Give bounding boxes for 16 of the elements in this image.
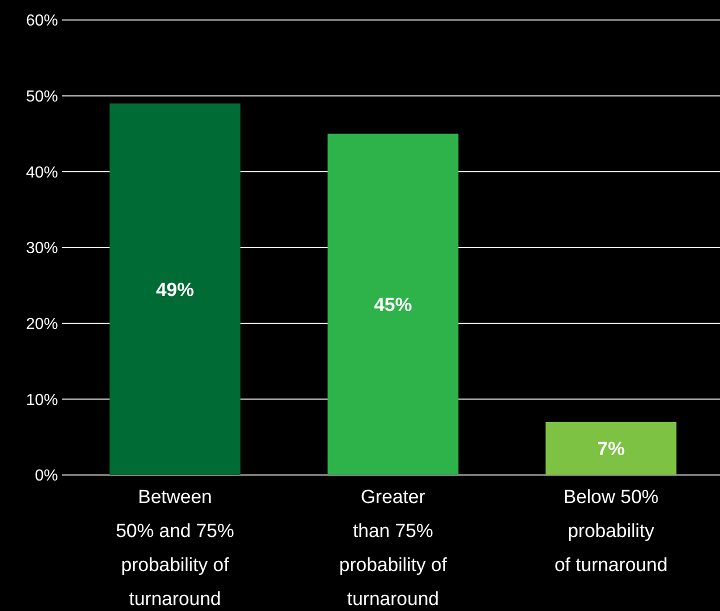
data-label: 49% [156,280,194,301]
y-tick-label: 50% [26,88,58,106]
y-tick-label: 10% [26,392,58,409]
y-tick-label: 40% [26,164,58,182]
x-tick-label: Between 50% and 75% probability of turnaround [116,487,234,610]
x-tick-label: Greater than 75% probability of turnaround [339,487,448,610]
y-tick-label: 0% [34,468,58,485]
data-label: 45% [374,295,412,316]
y-tick-label: 60% [26,12,58,30]
bar [546,422,676,475]
x-tick-label: Below 50% probability of turnaround [554,487,668,576]
bar [328,134,458,475]
y-tick-label: 30% [26,240,58,258]
data-label: 7% [597,439,625,460]
bar [110,103,240,475]
y-tick-label: 20% [26,316,58,333]
